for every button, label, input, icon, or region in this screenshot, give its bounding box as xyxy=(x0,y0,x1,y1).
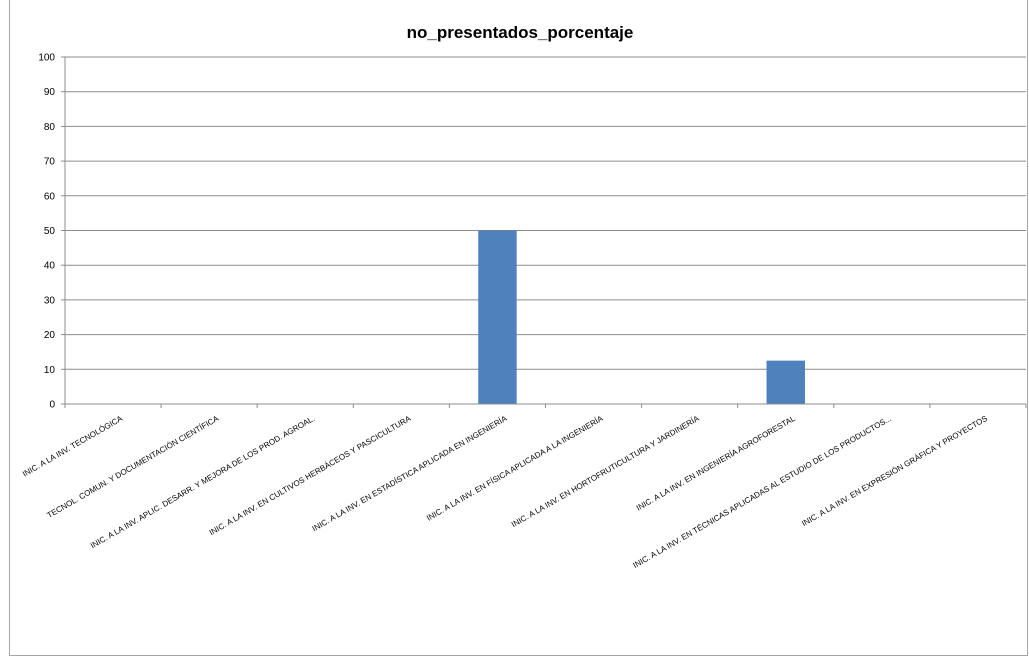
bar xyxy=(478,230,517,404)
x-tick-label: INIC. A LA INV. EN FÍSICA APLICADA A LA … xyxy=(425,414,605,523)
y-tick-label: 0 xyxy=(49,400,55,411)
x-tick-label: INIC. A LA INV. EN HORTOFRUTICULTURA Y J… xyxy=(510,414,701,530)
x-tick-label: INIC. A LA INV. EN ESTADÍSTICA APLICADA … xyxy=(311,414,509,534)
y-tick-label: 80 xyxy=(44,122,56,133)
chart-frame xyxy=(9,0,1028,656)
x-tick-label: TECNOL. COMUN. Y DOCUMENTACIÓN CIENTÍFIC… xyxy=(46,414,221,520)
y-tick-label: 20 xyxy=(44,330,56,341)
y-tick-label: 90 xyxy=(44,87,56,98)
y-tick-label: 40 xyxy=(44,261,56,272)
chart-title: no_presentados_porcentaje xyxy=(407,23,634,42)
bar xyxy=(766,360,805,404)
x-tick-label: INIC. A LA INV. APLIC. DESARR. Y MEJORA … xyxy=(89,414,316,550)
x-tick-label: INIC. A LA INV. EN CULTIVOS HERBÁCEOS Y … xyxy=(208,414,413,538)
y-tick-label: 100 xyxy=(38,53,55,64)
y-tick-label: 30 xyxy=(44,295,56,306)
y-axis: 0 10 20 30 40 50 60 70 80 90 100 xyxy=(38,53,66,411)
y-tick-label: 70 xyxy=(44,157,56,168)
y-tick-label: 10 xyxy=(44,365,56,376)
y-tick-label: 60 xyxy=(44,191,56,202)
gridlines xyxy=(65,56,1026,405)
x-tick-label: INIC. A LA INV. TECNOLÓGICA xyxy=(21,414,125,479)
x-tick-label: INIC. A LA INV. EN INGENIERÍA AGROFOREST… xyxy=(635,414,797,513)
x-tick-label: INIC. A LA INV. EN EXPRESIÓN GRÁFICA Y P… xyxy=(800,414,989,528)
bars xyxy=(478,230,805,404)
y-tick-label: 50 xyxy=(44,226,56,237)
